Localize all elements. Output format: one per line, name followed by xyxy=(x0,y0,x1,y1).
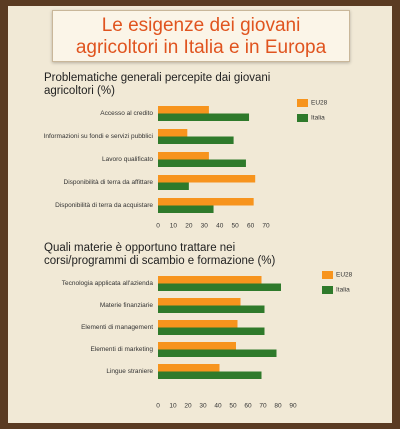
legend-label: EU28 xyxy=(336,272,353,279)
bar xyxy=(158,129,188,137)
x-tick-label: 30 xyxy=(199,403,207,410)
category-label: Lavoro qualificato xyxy=(102,156,153,163)
bar xyxy=(158,342,236,350)
category-label: Disponibilità di terra da acquistare xyxy=(55,202,153,209)
category-label: Materie finanziarie xyxy=(100,302,153,309)
category-label: Elementi di marketing xyxy=(91,346,154,353)
bar xyxy=(158,371,262,379)
category-label: Lingue straniere xyxy=(106,368,153,375)
chart-title: Problematiche generali percepite dai gio… xyxy=(44,72,271,97)
category-label: Tecnologia applicata all'azienda xyxy=(62,280,154,287)
title-line: Le esigenze dei giovani xyxy=(101,15,301,36)
bar xyxy=(158,320,238,328)
x-tick-label: 10 xyxy=(170,223,178,230)
x-tick-label: 60 xyxy=(247,223,255,230)
x-tick-label: 70 xyxy=(262,223,270,230)
x-tick-label: 10 xyxy=(169,403,177,410)
bar xyxy=(158,327,265,335)
bar xyxy=(158,283,281,291)
legend-label: Italia xyxy=(336,287,350,294)
x-tick-label: 20 xyxy=(184,403,192,410)
category-label: Elementi di management xyxy=(81,324,153,331)
bar xyxy=(158,298,241,306)
bar xyxy=(158,159,246,167)
x-tick-label: 90 xyxy=(289,403,297,410)
x-tick-label: 70 xyxy=(259,403,267,410)
bar xyxy=(158,305,265,313)
x-tick-label: 50 xyxy=(229,403,237,410)
legend-swatch xyxy=(322,271,333,279)
legend-swatch xyxy=(322,286,333,294)
title-banner: Le esigenze dei giovani agricoltori in I… xyxy=(52,10,350,62)
legend-label: Italia xyxy=(311,115,325,122)
category-label: Informazioni su fondi e servizi pubblici xyxy=(44,133,153,140)
x-tick-label: 50 xyxy=(232,223,240,230)
legend-label: EU28 xyxy=(311,100,328,107)
bar xyxy=(158,152,209,160)
x-tick-label: 60 xyxy=(244,403,252,410)
x-tick-label: 40 xyxy=(216,223,224,230)
title-line: agricoltori in Italia e in Europa xyxy=(75,37,327,58)
bar xyxy=(158,175,256,183)
bar xyxy=(158,136,234,144)
bar xyxy=(158,182,189,190)
x-tick-label: 20 xyxy=(185,223,193,230)
chart-title: Quali materie è opportuno trattare nei c… xyxy=(44,242,276,267)
x-tick-label: 0 xyxy=(156,403,160,410)
x-tick-label: 80 xyxy=(274,403,282,410)
legend-swatch xyxy=(297,114,308,122)
x-tick-label: 40 xyxy=(214,403,222,410)
x-tick-label: 30 xyxy=(201,223,209,230)
bar xyxy=(158,106,209,114)
bar xyxy=(158,198,254,206)
bar xyxy=(158,113,250,121)
bar xyxy=(158,349,277,357)
legend-swatch xyxy=(297,99,308,107)
category-label: Accesso al credito xyxy=(100,110,153,117)
bar xyxy=(158,364,220,372)
category-label: Disponibilità di terra da affittare xyxy=(64,179,154,186)
bar xyxy=(158,276,262,284)
bar xyxy=(158,205,214,213)
x-tick-label: 0 xyxy=(156,223,160,230)
